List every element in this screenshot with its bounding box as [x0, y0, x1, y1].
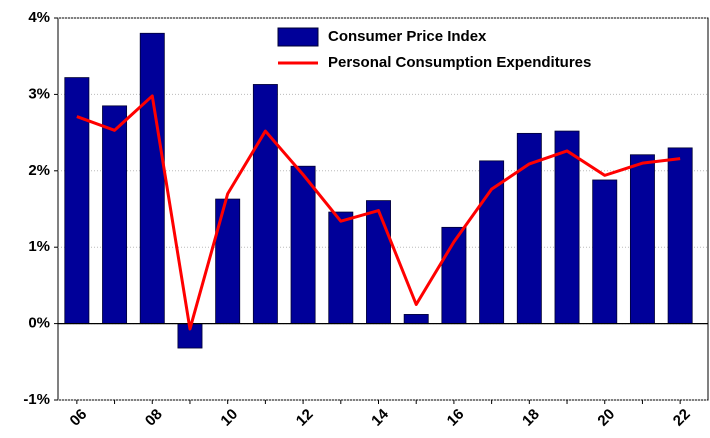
bar: [554, 130, 580, 325]
y-tick-label: 1%: [28, 238, 50, 255]
bar: [290, 165, 316, 325]
y-tick-label: 0%: [28, 315, 50, 332]
bar: [366, 200, 391, 324]
x-tick-label: 06: [67, 406, 91, 430]
bar: [403, 314, 429, 325]
legend-label: Personal Consumption Expenditures: [328, 54, 591, 71]
bar: [252, 84, 278, 325]
x-tick-label: 16: [444, 406, 468, 430]
bar: [139, 32, 165, 325]
x-tick-label: 20: [594, 406, 618, 430]
bar: [328, 211, 354, 324]
bar: [592, 179, 618, 325]
x-tick-label: 08: [142, 406, 166, 430]
x-tick-label: 10: [217, 406, 241, 430]
y-tick-label: 4%: [28, 9, 50, 26]
bar: [102, 105, 128, 325]
bar: [215, 198, 241, 324]
x-tick-label: 22: [670, 406, 694, 430]
bar: [667, 147, 693, 325]
x-tick-label: 14: [368, 405, 392, 429]
y-tick-label: 3%: [28, 85, 50, 102]
legend-swatch: [277, 27, 319, 47]
y-tick-label: 2%: [28, 162, 50, 179]
legend-label: Consumer Price Index: [328, 28, 487, 45]
x-tick-label: 12: [293, 406, 317, 430]
x-tick-label: 18: [519, 406, 543, 430]
line: [76, 94, 681, 331]
y-tick-label: -1%: [23, 391, 50, 408]
bar: [64, 77, 90, 324]
bar: [629, 154, 655, 324]
bar: [516, 132, 542, 324]
